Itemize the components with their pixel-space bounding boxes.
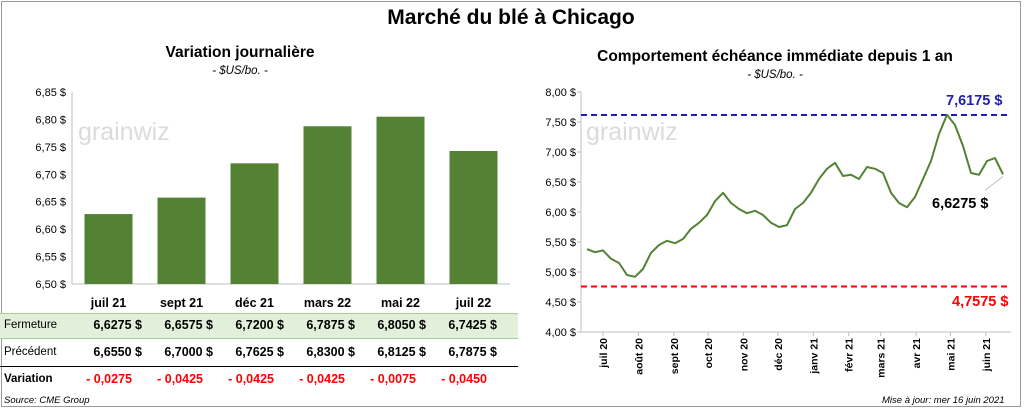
- bar: [303, 126, 352, 285]
- variation-cell: - 0,0425: [228, 372, 274, 386]
- x-tick-label: nov 20: [739, 338, 751, 371]
- grainwiz-watermark: grainwiz: [586, 118, 678, 146]
- variation-cell: - 0,0425: [157, 372, 203, 386]
- y-tick-label: 7,50 $: [545, 117, 576, 129]
- update-note: Mise à jour: mer 16 juin 2021: [882, 395, 1005, 406]
- x-tick-label: juin 21: [981, 338, 993, 372]
- max-value-label: 7,6175 $: [946, 93, 1003, 109]
- x-tick-label: juil 22: [455, 296, 491, 310]
- precedent-cell: 6,6550 $: [93, 345, 142, 359]
- table-divider: [0, 366, 518, 367]
- x-tick-label: juil 20: [598, 338, 610, 369]
- precedent-cell: 6,7625 $: [235, 345, 284, 359]
- fermeture-cell: 6,7200 $: [235, 318, 284, 332]
- x-tick-label: mai 22: [381, 296, 420, 310]
- watermark-text: grainwiz: [586, 118, 678, 146]
- y-tick-label: 6,50 $: [35, 279, 66, 291]
- x-tick-label: déc 21: [235, 296, 274, 310]
- x-tick-label: juil 21: [90, 296, 126, 310]
- y-tick-label: 7,00 $: [545, 147, 576, 159]
- x-tick-label: sept 20: [669, 338, 681, 374]
- y-tick-label: 5,50 $: [545, 237, 576, 249]
- row-label-precedent: Précédent: [4, 346, 57, 358]
- y-tick-label: 6,85 $: [35, 87, 66, 99]
- min-value-label: 4,7575 $: [952, 294, 1009, 310]
- left-panel-title: Variation journalière: [165, 44, 315, 61]
- y-tick-label: 6,80 $: [35, 114, 66, 126]
- y-tick-label: 8,00 $: [545, 87, 576, 99]
- x-tick-label: déc 20: [773, 338, 785, 371]
- x-tick-label: mars 21: [876, 338, 888, 378]
- y-tick-label: 6,70 $: [35, 169, 66, 181]
- y-tick-label: 4,50 $: [545, 297, 576, 309]
- last-value-leader: [984, 175, 1004, 191]
- fermeture-cell: 6,6275 $: [93, 318, 142, 332]
- bar: [230, 163, 279, 284]
- y-tick-label: 6,65 $: [35, 197, 66, 209]
- variation-cell: - 0,0275: [86, 372, 132, 386]
- x-tick-label: févr 21: [844, 338, 856, 372]
- variation-cell: - 0,0075: [370, 372, 416, 386]
- price-series-line: [586, 113, 1004, 278]
- x-tick-label: mars 22: [304, 296, 351, 310]
- watermark-text: grainwiz: [78, 118, 170, 146]
- grainwiz-watermark: grainwiz: [78, 118, 170, 146]
- left-panel-unit: - $US/bo. -: [212, 65, 268, 77]
- right-panel-title: Comportement échéance immédiate depuis 1…: [597, 48, 953, 65]
- x-tick-label: avr 21: [911, 338, 923, 369]
- source-note: Source: CME Group: [4, 395, 90, 406]
- precedent-cell: 6,8125 $: [377, 345, 426, 359]
- x-tick-label: oct 20: [703, 338, 715, 369]
- variation-cell: - 0,0425: [299, 372, 345, 386]
- y-tick-label: 5,00 $: [545, 267, 576, 279]
- main-title: Marché du blé à Chicago: [387, 6, 635, 29]
- last-value-label: 6,6275 $: [932, 196, 989, 212]
- fermeture-cell: 6,6575 $: [164, 318, 213, 332]
- y-tick-label: 6,60 $: [35, 224, 66, 236]
- row-label-fermeture: Fermeture: [4, 319, 58, 331]
- bar: [449, 150, 498, 284]
- fermeture-cell: 6,7875 $: [306, 318, 355, 332]
- variation-cell: - 0,0450: [441, 372, 487, 386]
- y-tick-label: 6,00 $: [545, 207, 576, 219]
- precedent-cell: 6,7000 $: [164, 345, 213, 359]
- bar: [376, 116, 425, 284]
- line-chart: grainwiz 4,00 $ 4,50 $ 5,00 $ 5,50 $ 6,00 $ 6,…: [545, 87, 1011, 378]
- row-label-variation: Variation: [4, 373, 53, 385]
- fermeture-row-bg: [0, 313, 518, 339]
- precedent-cell: 6,8300 $: [306, 345, 355, 359]
- x-tick-label: janv 21: [808, 338, 820, 375]
- x-tick-label: mai 21: [945, 338, 957, 371]
- y-tick-label: 6,75 $: [35, 142, 66, 154]
- bar: [84, 214, 133, 284]
- y-tick-label: 6,50 $: [545, 177, 576, 189]
- right-panel-unit: - $US/bo. -: [747, 69, 803, 81]
- x-tick-label: sept 21: [160, 296, 203, 310]
- bar-chart: grainwiz 6,50 $ 6,55 $ 6,60 $ 6,65 $ 6,70 $ 6,…: [35, 87, 510, 310]
- fermeture-cell: 6,8050 $: [377, 318, 426, 332]
- bar: [157, 197, 206, 284]
- x-tick-label: août 20: [633, 338, 645, 375]
- fermeture-cell: 6,7425 $: [448, 318, 497, 332]
- y-tick-label: 6,55 $: [35, 252, 66, 264]
- y-tick-label: 4,00 $: [545, 327, 576, 339]
- precedent-cell: 6,7875 $: [448, 345, 497, 359]
